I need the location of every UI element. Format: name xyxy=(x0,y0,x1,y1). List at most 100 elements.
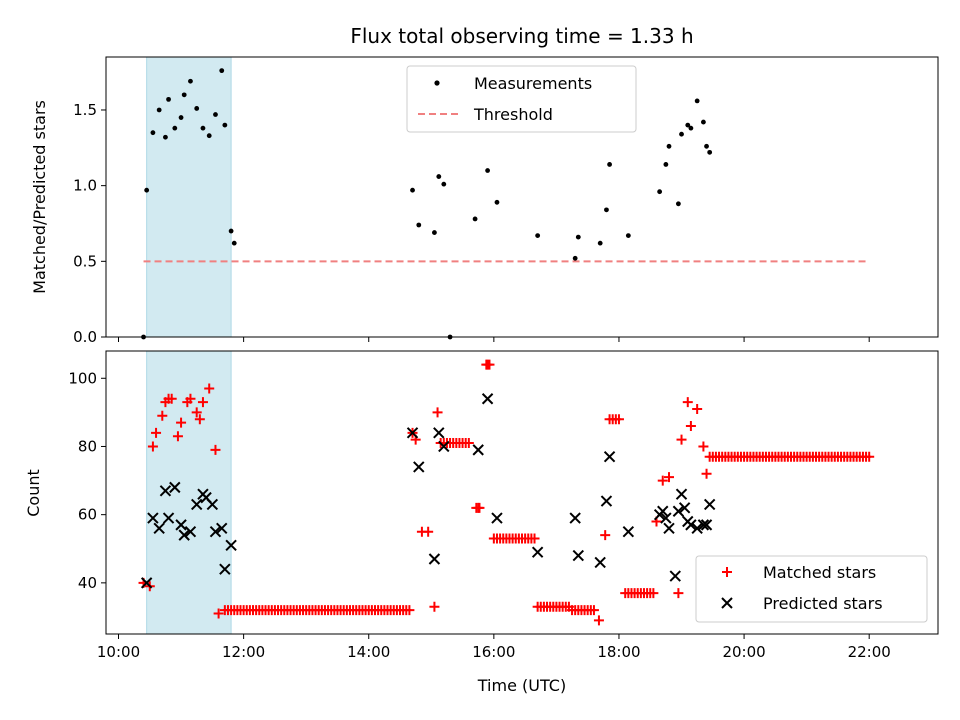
data-point-predicted-stars xyxy=(140,577,153,589)
data-point-measurements xyxy=(666,143,672,149)
data-point-measurements xyxy=(436,174,442,179)
data-point-predicted-stars xyxy=(481,393,494,405)
data-point-predicted-stars xyxy=(622,526,635,538)
data-point-measurements xyxy=(685,122,691,128)
data-point-predicted-stars xyxy=(685,519,697,531)
data-point-predicted-stars xyxy=(472,444,484,456)
data-point-measurements xyxy=(228,228,234,234)
data-point-matched-stars xyxy=(685,421,696,432)
data-point-matched-stars xyxy=(429,601,440,612)
data-point-measurements xyxy=(213,112,218,117)
data-point-matched-stars xyxy=(176,417,187,428)
data-point-measurements xyxy=(231,240,237,246)
data-point-matched-stars xyxy=(657,475,668,486)
y-tick-label-ratio: 0.5 xyxy=(73,252,97,270)
data-point-matched-stars xyxy=(210,444,221,455)
y-tick-label-count: 100 xyxy=(68,369,97,387)
panel-ratio: 0.0 0.5 1.0 1.5 xyxy=(73,56,939,346)
y-tick-label-ratio: 1.5 xyxy=(73,101,97,119)
data-point-measurements xyxy=(219,68,225,74)
data-point-measurements xyxy=(607,162,612,167)
legend-marker-measurements xyxy=(434,80,440,86)
data-point-measurements xyxy=(410,187,415,193)
legend-marker-predicted xyxy=(721,597,733,609)
data-point-measurements xyxy=(416,222,422,228)
data-point-predicted-stars xyxy=(678,502,691,514)
data-point-matched-stars xyxy=(213,608,224,619)
x-tick-label: 10:00 xyxy=(97,643,140,661)
data-point-measurements xyxy=(675,201,681,207)
y-tick-label-count: 60 xyxy=(78,506,97,524)
data-point-predicted-stars xyxy=(219,563,231,575)
data-point-matched-stars xyxy=(191,407,202,418)
data-point-measurements xyxy=(701,119,706,125)
y-axis-label-count: Count xyxy=(24,469,43,517)
data-point-matched-stars xyxy=(676,434,687,445)
data-point-matched-stars xyxy=(474,502,485,513)
data-point-measurements xyxy=(181,92,187,98)
panel-count: 40 60 80 100 10:00 12:00 14:00 16:00 18:00 20:00 2… xyxy=(68,350,939,661)
data-point-predicted-stars xyxy=(178,529,190,541)
data-point-measurements xyxy=(707,149,713,155)
axes-frame-count xyxy=(105,350,939,635)
data-point-matched-stars xyxy=(593,615,604,626)
data-point-matched-stars xyxy=(147,441,158,452)
data-point-measurements xyxy=(172,125,178,131)
data-point-matched-stars xyxy=(197,397,208,408)
data-point-predicted-stars xyxy=(569,512,581,524)
data-point-measurements xyxy=(472,216,478,222)
plot-layer: 0.0 0.5 1.0 1.5 40 60 80 100 10:00 12:00 14:00 16:0… xyxy=(68,56,939,661)
data-point-predicted-stars xyxy=(669,570,681,582)
data-point-measurements xyxy=(575,234,581,240)
data-point-matched-stars xyxy=(648,588,659,599)
y-tick-label-ratio: 0.0 xyxy=(73,328,97,346)
x-axis-label: Time (UTC) xyxy=(477,676,566,695)
data-point-predicted-stars xyxy=(406,427,419,439)
data-point-predicted-stars xyxy=(691,522,703,535)
data-point-predicted-stars xyxy=(433,427,445,439)
data-point-predicted-stars xyxy=(190,498,203,511)
legend-label-matched: Matched stars xyxy=(763,563,876,582)
data-point-measurements xyxy=(188,78,193,84)
data-point-predicted-stars xyxy=(428,553,441,565)
data-point-predicted-stars xyxy=(531,546,544,558)
data-point-matched-stars xyxy=(172,431,183,442)
data-point-measurements xyxy=(679,131,684,137)
data-point-predicted-stars xyxy=(153,522,165,535)
data-point-predicted-stars xyxy=(491,512,503,524)
data-point-matched-stars xyxy=(151,427,162,438)
data-point-matched-stars xyxy=(588,605,599,616)
data-point-matched-stars xyxy=(682,397,693,408)
data-point-predicted-stars xyxy=(184,526,197,538)
data-point-predicted-stars xyxy=(703,498,716,511)
data-point-matched-stars xyxy=(701,468,712,479)
x-tick-label: 14:00 xyxy=(347,643,390,661)
highlight-span-count xyxy=(146,350,232,635)
data-point-predicted-stars xyxy=(657,505,669,517)
data-point-matched-stars xyxy=(864,451,875,462)
data-point-measurements xyxy=(200,125,206,131)
data-point-matched-stars xyxy=(529,533,540,544)
data-point-predicted-stars xyxy=(159,485,172,497)
data-point-measurements xyxy=(163,134,168,140)
data-point-matched-stars xyxy=(460,438,471,449)
data-point-predicted-stars xyxy=(169,481,181,494)
data-point-measurements xyxy=(144,187,150,193)
data-point-matched-stars xyxy=(484,359,495,370)
data-point-measurements xyxy=(432,230,437,235)
x-tick-label: 12:00 xyxy=(222,643,265,661)
data-point-measurements xyxy=(206,133,212,139)
data-point-predicted-stars xyxy=(206,498,219,511)
data-point-predicted-stars xyxy=(700,519,713,531)
data-point-predicted-stars xyxy=(225,539,237,552)
data-point-measurements xyxy=(194,106,200,111)
data-point-matched-stars xyxy=(664,472,675,483)
legend-label-predicted: Predicted stars xyxy=(763,594,883,613)
data-point-predicted-stars xyxy=(675,488,688,500)
x-tick-label: 18:00 xyxy=(597,643,640,661)
y-tick-label-count: 80 xyxy=(78,437,97,455)
data-point-predicted-stars xyxy=(175,519,187,531)
data-point-matched-stars xyxy=(157,410,168,421)
highlight-span-ratio xyxy=(146,56,232,338)
